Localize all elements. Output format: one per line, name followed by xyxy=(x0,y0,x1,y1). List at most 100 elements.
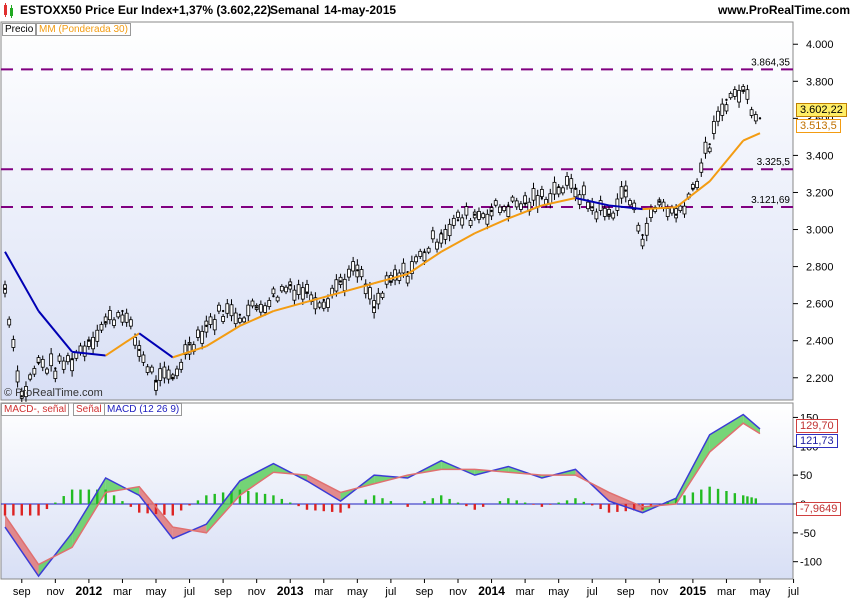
price-candle-body xyxy=(154,379,158,391)
price-candle-body xyxy=(456,211,460,218)
price-candle-body xyxy=(246,304,251,317)
price-candle-body xyxy=(732,89,737,97)
price-candle-body xyxy=(435,241,439,250)
macd-histogram-bar xyxy=(263,493,267,504)
macd-histogram-bar xyxy=(440,495,443,504)
price-candle-body xyxy=(443,229,448,240)
macd-histogram-bar xyxy=(339,503,342,513)
price-candle-body xyxy=(128,319,133,327)
ma-segment xyxy=(407,250,442,275)
ma-segment xyxy=(474,217,509,235)
macd-histogram-bar xyxy=(532,503,535,505)
macd-histogram-bar xyxy=(574,498,577,504)
price-candle-body xyxy=(519,203,523,210)
ma-segment xyxy=(340,282,375,294)
price-candle-body xyxy=(707,147,712,153)
price-candle-body xyxy=(716,110,720,122)
macd-fill xyxy=(743,414,760,434)
price-candle-body xyxy=(598,200,603,211)
price-candle-body xyxy=(263,305,267,313)
macd-histogram-bar xyxy=(431,498,435,504)
price-candle-body xyxy=(15,370,20,383)
macd-histogram-bar xyxy=(632,503,636,511)
x-tick-label: nov xyxy=(650,586,668,598)
ma-segment xyxy=(675,180,711,209)
price-point xyxy=(322,298,325,302)
signal-line xyxy=(4,422,761,566)
price-candle-body xyxy=(317,302,322,308)
price-candle-body xyxy=(334,279,339,292)
price-point xyxy=(70,358,74,361)
price-candle-body xyxy=(422,252,427,262)
price-candle-body xyxy=(326,298,330,308)
price-candle-body xyxy=(477,211,481,220)
price-candle-body xyxy=(414,256,418,263)
price-point xyxy=(289,283,292,287)
price-candle-body xyxy=(464,206,469,216)
price-candle-body xyxy=(510,196,515,202)
price-candle-body xyxy=(183,344,188,355)
price-candle-body xyxy=(745,89,750,100)
macd-histogram-bar xyxy=(498,501,502,504)
price-candle-body xyxy=(565,175,569,186)
macd-histogram-bar xyxy=(129,503,133,507)
price-candle-body xyxy=(149,366,154,373)
price-candle-body xyxy=(78,345,83,353)
price-candle-body xyxy=(53,370,58,379)
macd-histogram-bar xyxy=(406,503,409,507)
price-point xyxy=(104,320,107,324)
price-candle-body xyxy=(418,250,423,257)
x-tick-label: may xyxy=(146,586,167,598)
macd-histogram-bar xyxy=(381,498,384,504)
price-candle-body xyxy=(57,355,62,362)
x-tick-label: 2014 xyxy=(478,584,505,598)
macd-histogram-bar xyxy=(448,498,451,504)
price-candle-body xyxy=(74,352,79,359)
ma-segment xyxy=(205,325,241,348)
macd-histogram-bar xyxy=(742,495,745,504)
price-candle-body xyxy=(674,208,679,219)
price-candle-body xyxy=(720,103,725,116)
price-candle-body xyxy=(460,217,465,226)
macd-histogram-bar xyxy=(3,503,7,516)
legend-signal: Señal xyxy=(73,403,105,416)
price-candle-body xyxy=(640,238,645,247)
macd-histogram-bar xyxy=(171,503,174,516)
price-point xyxy=(305,291,309,294)
level-label: 3.325,5 xyxy=(757,157,791,168)
macd-histogram-bar xyxy=(62,496,65,504)
price-candle-body xyxy=(212,319,217,331)
price-point xyxy=(221,309,225,313)
legend-price: Precio xyxy=(2,23,37,36)
price-candle-body xyxy=(695,180,699,189)
macd-histogram-bar xyxy=(423,501,426,504)
price-point xyxy=(188,343,191,346)
price-candle-body xyxy=(548,193,553,204)
price-candle-body xyxy=(531,188,536,201)
price-candle-body xyxy=(636,224,641,232)
ma-segment xyxy=(440,232,476,253)
change-text: +1,37% (3.602,22) xyxy=(172,3,272,17)
macd-histogram-bar xyxy=(691,492,695,504)
price-candle-body xyxy=(498,206,502,213)
macd-histogram-bar xyxy=(683,495,686,504)
price-candle-body xyxy=(49,353,54,367)
macd-histogram-bar xyxy=(121,501,124,504)
price-candle-body xyxy=(45,368,49,374)
price-candle-body xyxy=(409,261,414,274)
macd-histogram-bar xyxy=(163,503,166,515)
macd-histogram-bar xyxy=(205,495,208,504)
x-tick-label: sep xyxy=(416,586,434,598)
macd-histogram-bar xyxy=(247,491,250,504)
macd-histogram-bar xyxy=(330,503,334,512)
macd-histogram-bar xyxy=(523,502,527,504)
price-candle-body xyxy=(107,310,112,321)
macd-histogram-bar xyxy=(112,495,116,504)
macd-histogram-bar xyxy=(138,503,141,513)
x-tick-label: nov xyxy=(248,586,266,598)
y-tick-label: -50 xyxy=(800,528,816,540)
price-candle-body xyxy=(19,390,24,399)
price-candle-body xyxy=(279,285,284,292)
price-candle-body xyxy=(607,209,611,217)
